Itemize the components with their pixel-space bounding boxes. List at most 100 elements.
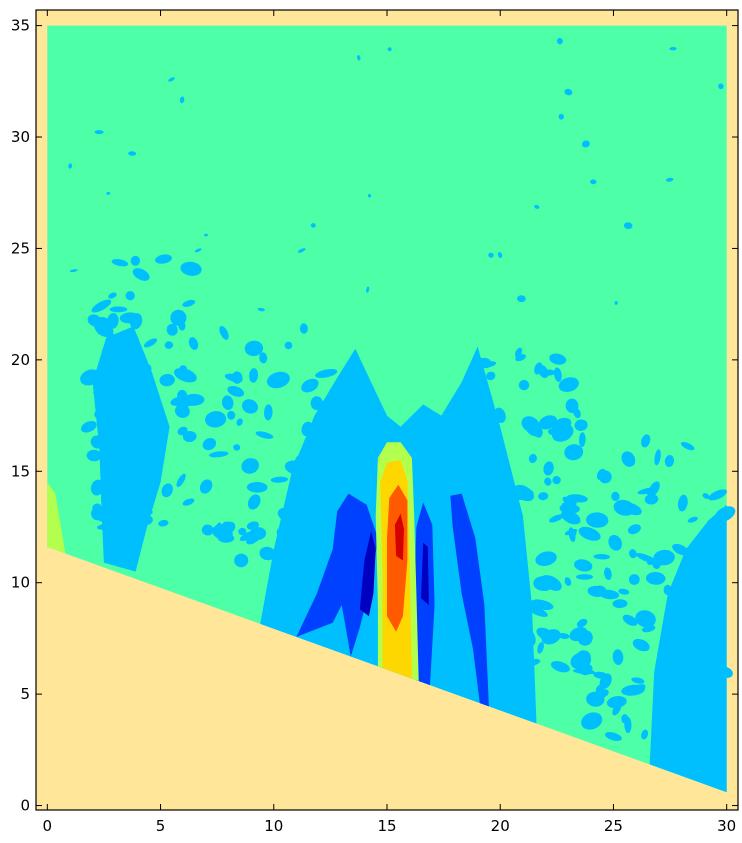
ripple-blob [249,527,267,540]
ripple-blob [130,255,141,266]
ripple-field [68,37,736,742]
y-tick-label: 15 [11,462,30,480]
ripple-blob [556,37,563,45]
contour-left-edge-positive [47,482,66,554]
ripple-blob [164,341,174,349]
ripple-blob [270,476,289,483]
ripple-blob [558,633,570,639]
ripple-blob [356,55,361,61]
y-axis: 0 5 10 15 20 25 30 35 [11,17,738,815]
ripple-blob [208,451,229,458]
ripple-blob [581,712,603,730]
ripple-blob [108,292,117,299]
ripple-blob [216,521,236,537]
ripple-blob [586,512,609,528]
ripple-blob [641,729,649,740]
ripple-blob [69,269,78,273]
ripple-blob [94,130,104,135]
x-tick-label: 30 [717,817,736,835]
ripple-blob [194,248,202,253]
ripple-blob [227,410,236,420]
ripple-blob [125,291,135,301]
ripple-blob [299,323,308,334]
ripple-blob [234,553,249,568]
ripple-blob [605,731,622,742]
ripple-blob [576,574,593,580]
contour-light-negative-left [92,326,170,572]
ripple-blob [301,378,319,393]
ripple-blob [166,323,178,336]
ripple-blob [549,353,567,365]
ripple-blob [538,415,558,430]
x-tick-label: 10 [264,817,283,835]
ripple-blob [627,524,641,535]
ripple-blob [593,671,609,679]
x-tick-label: 20 [491,817,510,835]
ripple-blob [573,407,581,419]
ripple-blob [590,179,597,185]
ripple-blob [641,434,651,448]
ripple-blob [653,549,675,566]
x-tick-label: 0 [43,817,53,835]
ripple-blob [574,419,588,431]
ripple-blob [310,223,316,228]
ripple-blob [611,491,620,501]
ripple-blob [92,503,102,513]
ripple-blob [645,571,666,585]
ripple-blob [535,551,557,566]
ripple-blob [188,337,199,350]
ripple-blob [86,449,102,462]
ripple-blob [488,252,494,258]
ripple-blob [111,258,129,267]
ripple-blob [219,325,229,340]
ripple-blob [642,625,656,633]
ripple-blob [564,577,572,586]
ripple-blob [387,47,392,52]
ripple-blob [623,222,633,230]
ripple-blob [249,368,259,383]
ripple-blob [561,502,571,518]
ripple-blob [497,252,503,258]
ripple-blob [513,484,535,502]
ripple-blob [221,395,234,410]
ripple-blob [94,317,111,334]
ripple-blob [80,420,97,433]
ripple-blob [556,428,565,441]
ripple-blob [618,588,630,595]
ripple-blob [576,618,588,628]
ripple-blob [179,365,187,373]
contour-negative-band-right [450,493,489,707]
ripple-blob [236,418,243,426]
ripple-blob [637,487,658,495]
ripple-blob [608,534,622,551]
ripple-blob [547,428,558,436]
ripple-blob [205,411,227,428]
ripple-blob [224,373,243,383]
ripple-blob [665,177,674,182]
ripple-blob [628,549,637,559]
ripple-blob [612,649,624,665]
ripple-blob [176,473,186,488]
y-tick-label: 30 [11,128,30,146]
ripple-blob [550,661,570,673]
ripple-blob [177,426,188,436]
ripple-blob [687,516,698,523]
ripple-blob [612,599,628,609]
ripple-blob [182,299,196,307]
ripple-blob [241,458,260,474]
ripple-blob [576,650,591,664]
ripple-blob [486,371,496,381]
ripple-blob [538,492,549,501]
contour-strong-negative-center [421,542,429,605]
ripple-blob [91,299,112,313]
ripple-blob [599,589,620,600]
x-tick-label: 5 [156,817,166,835]
x-tick-label: 25 [604,817,623,835]
ripple-blob [534,362,543,375]
ripple-blob [517,295,526,303]
ripple-blob [246,481,268,493]
ripple-blob [598,470,612,484]
ripple-blob [182,498,195,506]
ripple-blob [170,309,187,326]
domain-ambient-region [47,25,727,793]
